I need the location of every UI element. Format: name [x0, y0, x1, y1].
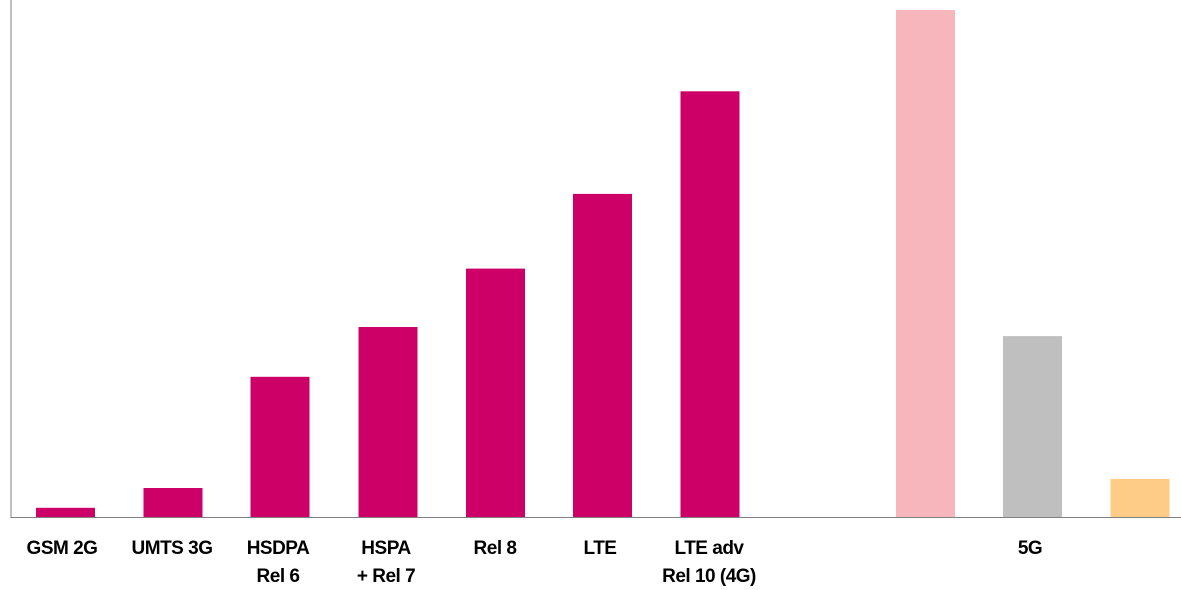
bar-3 — [358, 327, 418, 518]
x-tick-label-0-0: GSM 2G — [27, 538, 98, 559]
bars-group — [36, 10, 1170, 519]
x-tick-label-1-0: UMTS 3G — [132, 538, 213, 559]
x-tick-label-8-0: 5G — [1018, 538, 1042, 559]
x-tick-label-3-1: + Rel 7 — [357, 566, 415, 587]
x-tick-label-4-0: Rel 8 — [474, 538, 517, 559]
bar-1 — [143, 488, 203, 518]
x-tick-label-6-0: LTE adv — [675, 538, 745, 559]
bar-4 — [466, 268, 525, 518]
x-tick-label-6-1: Rel 10 (4G) — [662, 566, 756, 587]
bar-7 — [896, 10, 955, 518]
x-tick-label-5-0: LTE — [584, 538, 617, 559]
x-tick-label-2-1: Rel 6 — [257, 566, 300, 587]
x-tick-labels: GSM 2G UMTS 3G HSDPA Rel 6 HSPA + Rel 7 Rel 8 L… — [27, 538, 1043, 587]
x-tick-label-2-0: HSDPA — [247, 538, 310, 559]
bar-2 — [250, 376, 310, 518]
x-tick-label-3-0: HSPA — [361, 538, 411, 559]
bar-5 — [573, 193, 632, 518]
bar-9 — [1110, 478, 1170, 518]
bar-0 — [36, 507, 95, 518]
bar-6 — [680, 91, 740, 519]
bar-8 — [1003, 336, 1062, 518]
